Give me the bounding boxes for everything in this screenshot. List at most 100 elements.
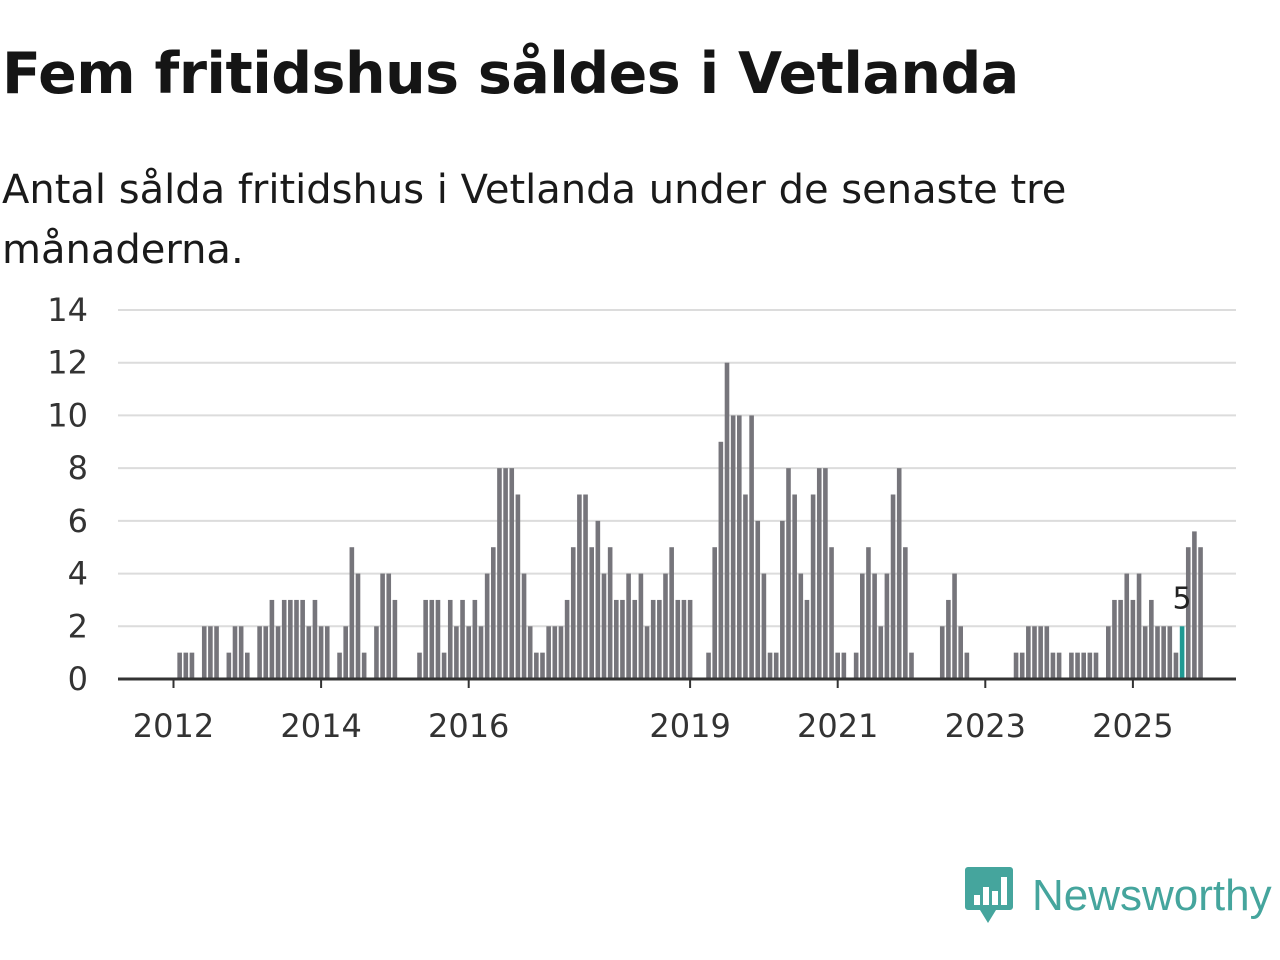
bar — [1173, 652, 1179, 679]
bar — [890, 494, 896, 679]
y-tick-label: 2 — [68, 607, 88, 645]
bar — [687, 599, 693, 679]
bar — [1032, 626, 1037, 679]
bar — [1142, 626, 1148, 679]
bar — [245, 652, 250, 679]
bar — [527, 626, 533, 679]
x-tick-label: 2019 — [649, 707, 730, 745]
bar — [1118, 599, 1123, 679]
bar — [429, 599, 435, 679]
bar — [318, 626, 324, 679]
bar — [349, 547, 355, 679]
bar — [657, 599, 662, 679]
bar — [177, 652, 182, 679]
bar — [392, 599, 398, 679]
bar — [521, 573, 527, 679]
bar — [577, 494, 582, 679]
bar — [601, 573, 607, 679]
bar — [724, 362, 730, 679]
bar — [903, 547, 908, 679]
y-tick-label: 14 — [47, 291, 88, 329]
bar — [183, 652, 189, 679]
bar — [570, 547, 576, 679]
bar — [804, 599, 810, 679]
bar — [860, 573, 865, 679]
bar — [712, 547, 717, 679]
bar — [491, 547, 496, 679]
bar — [355, 573, 361, 679]
bar — [478, 626, 484, 679]
bar — [454, 626, 459, 679]
bar — [509, 468, 515, 679]
bar — [281, 599, 287, 679]
bar — [589, 547, 594, 679]
x-tick-label: 2012 — [133, 707, 214, 745]
bar — [417, 652, 422, 679]
bar — [1013, 652, 1019, 679]
bar — [214, 626, 219, 679]
y-tick-label: 4 — [68, 555, 88, 593]
data-annotations: 5 — [1173, 581, 1192, 616]
bar — [786, 468, 791, 679]
bar — [324, 626, 330, 679]
bar — [238, 626, 244, 679]
bar — [718, 441, 724, 679]
bar — [792, 494, 797, 679]
bar — [835, 652, 840, 679]
bar — [1149, 599, 1154, 679]
bar — [380, 573, 385, 679]
bar — [201, 626, 207, 679]
x-tick-label: 2014 — [280, 707, 361, 745]
bar — [1081, 652, 1086, 679]
bar — [755, 520, 761, 679]
newsworthy-brand: Newsworthy — [964, 864, 1272, 928]
bar — [614, 599, 619, 679]
bar — [226, 652, 232, 679]
bar — [737, 415, 742, 679]
bar — [1044, 626, 1050, 679]
bar — [1093, 652, 1099, 679]
bar — [626, 573, 631, 679]
bar — [773, 652, 779, 679]
y-tick-label: 6 — [68, 502, 88, 540]
bar — [780, 520, 785, 679]
bar — [275, 626, 281, 679]
bar — [743, 494, 748, 679]
bar — [1019, 652, 1025, 679]
bar — [1038, 626, 1043, 679]
y-tick-label: 12 — [47, 344, 88, 382]
bar — [952, 573, 957, 679]
bar — [638, 573, 644, 679]
bar — [1050, 652, 1056, 679]
bar — [1106, 626, 1111, 679]
bar — [337, 652, 342, 679]
bar — [816, 468, 822, 679]
bar — [620, 599, 625, 679]
bar — [1185, 547, 1191, 679]
bar — [884, 573, 890, 679]
bar — [447, 599, 453, 679]
bar — [749, 415, 754, 679]
bar — [503, 468, 508, 679]
bar — [1087, 652, 1093, 679]
bar — [632, 599, 638, 679]
newsworthy-brand-name: Newsworthy — [1032, 871, 1272, 920]
bar — [607, 547, 613, 679]
bar — [706, 652, 711, 679]
bar — [1075, 652, 1080, 679]
bar — [232, 626, 238, 679]
bar — [294, 599, 299, 679]
x-tick-label: 2025 — [1092, 707, 1173, 745]
bar — [257, 626, 262, 679]
highlight-data-label: 5 — [1173, 581, 1192, 616]
y-tick-label: 10 — [47, 396, 88, 434]
bar — [829, 547, 834, 679]
y-tick-label: 0 — [68, 660, 88, 698]
bar — [853, 652, 859, 679]
bar — [958, 626, 963, 679]
bar-highlight — [1179, 626, 1185, 679]
bar — [497, 468, 502, 679]
bar — [583, 494, 588, 679]
bar — [374, 626, 379, 679]
